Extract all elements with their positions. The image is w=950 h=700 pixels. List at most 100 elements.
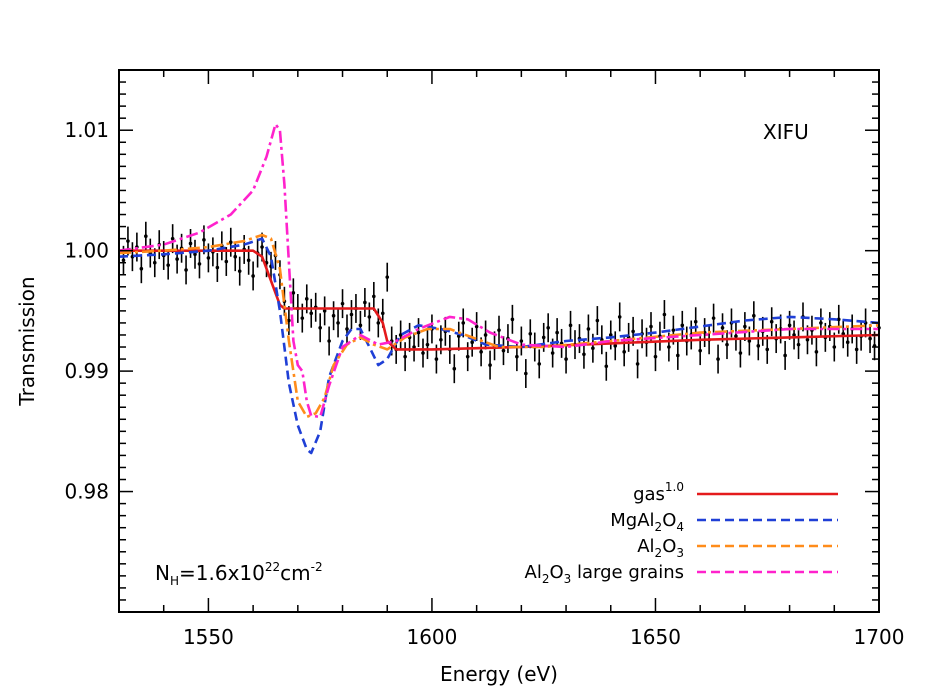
- data-point-marker: [586, 327, 591, 331]
- data-point: [251, 261, 255, 291]
- data-point: [309, 298, 314, 328]
- data-point-marker: [327, 339, 331, 343]
- data-point-marker: [635, 362, 640, 366]
- data-point-marker: [139, 266, 144, 271]
- data-point: [787, 310, 792, 340]
- data-point-marker: [591, 346, 595, 351]
- data-point-marker: [291, 291, 296, 295]
- data-point: [349, 300, 354, 329]
- data-point: [693, 307, 698, 337]
- data-point: [711, 303, 716, 333]
- data-point: [716, 344, 720, 374]
- data-point-marker: [680, 323, 685, 328]
- data-point-marker: [434, 357, 439, 361]
- data-point-marker: [653, 354, 658, 359]
- data-point: [470, 327, 474, 357]
- data-point: [617, 302, 622, 332]
- data-point: [662, 300, 667, 329]
- data-point: [291, 278, 296, 308]
- data-point: [403, 342, 407, 372]
- nh-base: N: [155, 561, 170, 585]
- data-point-marker: [769, 319, 774, 324]
- data-point-marker: [604, 364, 609, 369]
- data-point-marker: [546, 325, 550, 330]
- y-tick-label: 0.99: [64, 359, 109, 383]
- data-point-marker: [671, 328, 676, 332]
- data-point-marker: [631, 329, 635, 334]
- data-point: [372, 281, 376, 311]
- data-point-marker: [720, 325, 725, 330]
- data-point: [658, 321, 662, 351]
- plot-frame: [118, 69, 880, 613]
- data-point-marker: [416, 330, 421, 335]
- data-point-marker: [649, 324, 653, 329]
- data-point-marker: [345, 327, 349, 331]
- data-point: [193, 239, 197, 269]
- data-point: [814, 337, 819, 367]
- data-point: [680, 310, 685, 340]
- instrument-label: XIFU: [763, 120, 809, 144]
- data-point: [345, 314, 349, 344]
- data-point: [635, 349, 640, 379]
- data-point-marker: [318, 325, 322, 330]
- x-axis-title: Energy (eV): [440, 662, 558, 686]
- legend-label-3: Al2O3 large grains: [525, 562, 684, 586]
- data-point: [595, 306, 600, 335]
- data-point-marker: [363, 300, 367, 305]
- data-point-marker: [121, 258, 126, 263]
- data-point-marker: [439, 337, 443, 342]
- data-point: [783, 341, 787, 370]
- data-point: [501, 336, 506, 366]
- data-point: [166, 250, 170, 280]
- x-tick-label: 1650: [630, 625, 681, 649]
- data-point: [497, 315, 501, 345]
- data-point-marker: [792, 333, 796, 337]
- axis-ticks: [118, 69, 880, 613]
- data-point-marker: [331, 313, 336, 318]
- nh-unit-exp: -2: [311, 560, 323, 574]
- data-point-marker: [743, 324, 747, 329]
- data-point-marker: [716, 357, 720, 361]
- data-point-marker: [421, 351, 425, 355]
- data-point: [613, 331, 618, 361]
- data-point-marker: [452, 366, 457, 371]
- legend-label-2: Al2O3: [637, 536, 684, 560]
- data-point-marker: [479, 350, 483, 354]
- data-point-marker: [595, 318, 600, 323]
- data-point: [421, 338, 425, 368]
- data-point-marker: [358, 323, 363, 328]
- data-point-marker: [711, 316, 716, 320]
- data-point-marker: [228, 240, 233, 245]
- data-point-marker: [152, 260, 157, 265]
- data-point-marker: [188, 241, 193, 246]
- data-point-marker: [465, 354, 470, 359]
- data-point: [519, 326, 524, 356]
- data-point: [367, 302, 372, 332]
- data-point-marker: [725, 342, 729, 347]
- data-point-marker: [787, 323, 792, 328]
- data-point-marker: [582, 352, 586, 357]
- data-point: [456, 321, 461, 351]
- data-point: [184, 255, 188, 285]
- data-point: [854, 334, 859, 364]
- data-point-marker: [501, 348, 506, 353]
- data-point-marker: [470, 340, 474, 345]
- data-point-marker: [197, 262, 202, 266]
- data-point: [796, 330, 801, 360]
- data-point-marker: [613, 344, 618, 348]
- model-curves-layer: [118, 122, 880, 455]
- data-point: [461, 308, 466, 338]
- data-point-marker: [676, 353, 680, 358]
- data-point-marker: [519, 339, 524, 343]
- data-point: [568, 310, 573, 340]
- data-point-marker: [488, 363, 492, 367]
- data-point-marker: [367, 315, 372, 319]
- data-point-marker: [738, 351, 743, 355]
- data-point-marker: [805, 337, 810, 342]
- data-point: [152, 248, 157, 278]
- series-line-3: [118, 122, 879, 419]
- data-point-marker: [845, 340, 850, 345]
- data-point-marker: [385, 275, 390, 279]
- data-point-marker: [693, 319, 698, 324]
